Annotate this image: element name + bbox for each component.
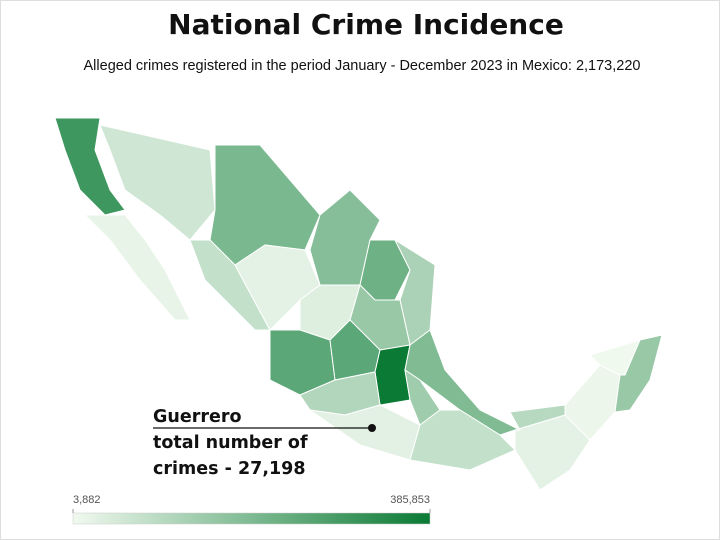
annotation-text: total number of (153, 433, 308, 453)
state (99, 124, 216, 241)
state (374, 344, 411, 406)
colorbar-label: 3,882 (73, 494, 101, 506)
state (83, 214, 191, 321)
annotation-dot (368, 424, 376, 432)
colorbar (72, 512, 431, 525)
state (614, 334, 663, 413)
colorbar-label: 385,853 (390, 494, 430, 506)
title: National Crime Incidence (168, 8, 564, 41)
map (54, 117, 663, 491)
subtitle: Alleged crimes registered in the period … (84, 58, 641, 74)
annotation-text: crimes - 27,198 (153, 459, 306, 479)
state (309, 404, 421, 461)
annotation-text: Guerrero (153, 407, 241, 427)
state (409, 409, 516, 471)
state (54, 117, 126, 216)
